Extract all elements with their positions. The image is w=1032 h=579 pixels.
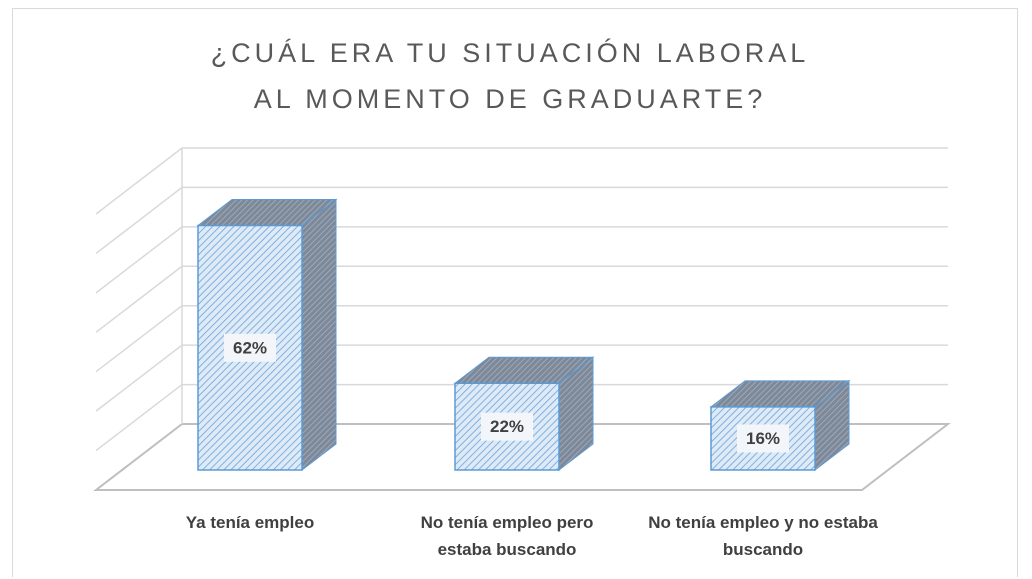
- data-label-bg: [224, 333, 276, 362]
- data-label-bg: [737, 424, 789, 453]
- x-tick-label: No tenía empleo y no estaba buscando: [648, 513, 878, 559]
- bar-side: [301, 198, 337, 472]
- chart-title: ¿CUÁL ERA TU SITUACIÓN LABORAL AL MOMENT…: [210, 38, 810, 114]
- data-label-bg: [481, 412, 533, 441]
- data-label: 62%: [233, 338, 267, 357]
- data-label: 16%: [746, 429, 780, 448]
- floor: [93, 423, 951, 491]
- chart-frame: [12, 8, 1018, 577]
- x-tick-label: Ya tenía empleo: [185, 513, 315, 532]
- data-label: 22%: [490, 417, 524, 436]
- x-tick-label: No tenía empleo pero estaba buscando: [420, 513, 594, 559]
- grid-line: [95, 147, 948, 215]
